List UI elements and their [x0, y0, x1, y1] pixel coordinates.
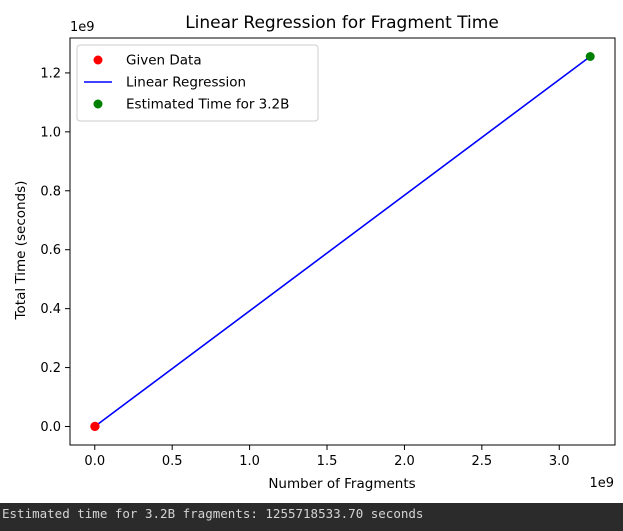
y-tick-label: 1.2 — [40, 66, 61, 81]
legend-label-estimated-time: Estimated Time for 3.2B — [126, 97, 289, 113]
x-scale-label: 1e9 — [589, 476, 614, 491]
legend-marker-given-data — [93, 55, 103, 65]
given-data-point — [90, 421, 100, 431]
legend-label-linear-regression: Linear Regression — [126, 75, 246, 91]
legend-marker-estimated-time — [93, 99, 103, 109]
y-axis-label: Total Time (seconds) — [13, 181, 29, 321]
y-tick-label: 0.0 — [40, 420, 61, 435]
x-tick-label: 2.5 — [472, 454, 493, 469]
legend-label-given-data: Given Data — [126, 53, 202, 69]
x-axis-label: Number of Fragments — [268, 476, 415, 492]
y-tick-label: 0.6 — [40, 243, 61, 258]
y-tick-label: 1.0 — [40, 125, 61, 140]
legend: Given Data Linear Regression Estimated T… — [76, 44, 319, 122]
legend-box — [76, 44, 319, 122]
x-tick-label: 3.0 — [549, 454, 570, 469]
plot-frame — [69, 37, 616, 446]
x-tick-label: 0.5 — [162, 454, 183, 469]
output-text: Estimated time for 3.2B fragments: 12557… — [0, 503, 623, 531]
chart-title: Linear Regression for Fragment Time — [185, 13, 499, 33]
y-tick-label: 0.2 — [40, 361, 61, 376]
estimated-time-for-3-2b-point — [585, 52, 595, 62]
x-tick-label: 1.0 — [239, 454, 260, 469]
y-tick-label: 0.4 — [40, 302, 61, 317]
x-tick-label: 1.5 — [317, 454, 338, 469]
regression-chart: Linear Regression for Fragment Time 1e9 … — [13, 13, 616, 492]
y-tick-label: 0.8 — [40, 184, 61, 199]
y-scale-label: 1e9 — [70, 20, 95, 35]
x-tick-label: 0.0 — [84, 454, 105, 469]
x-tick-label: 2.0 — [394, 454, 415, 469]
linear-regression-line — [94, 55, 591, 428]
figure: Linear Regression for Fragment Time 1e9 … — [0, 0, 623, 503]
